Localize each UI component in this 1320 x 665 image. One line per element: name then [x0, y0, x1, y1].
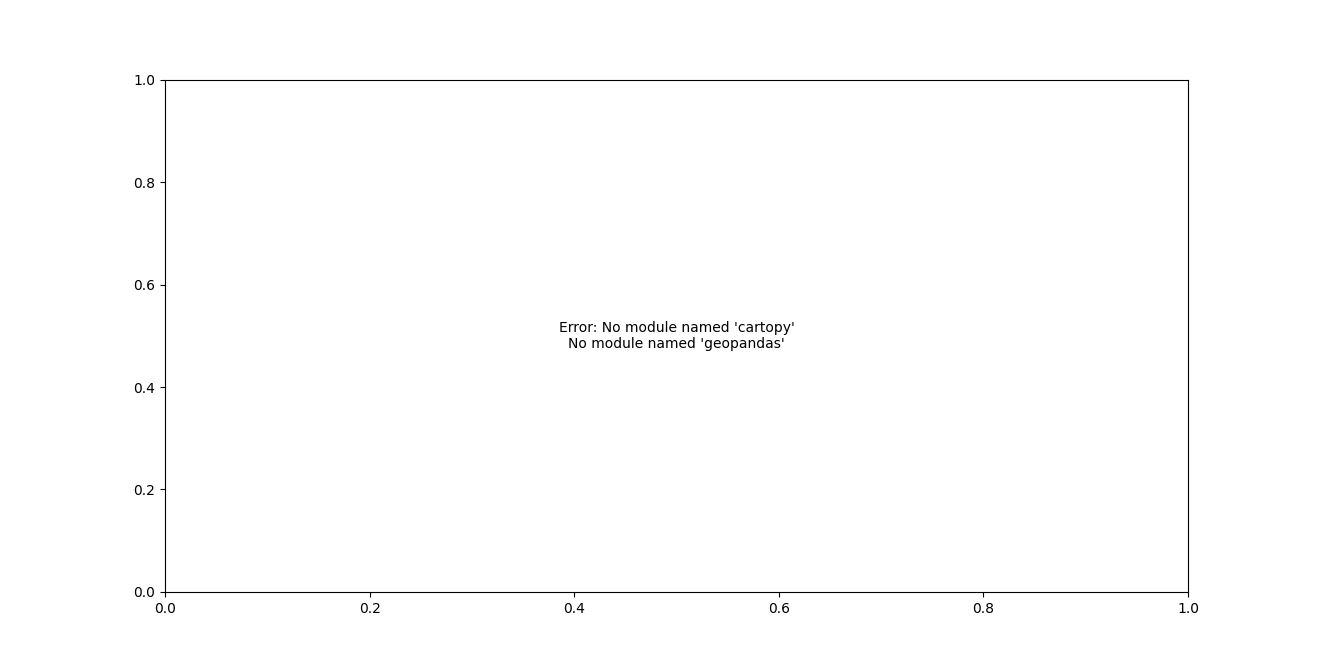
Text: Error: No module named 'cartopy'
No module named 'geopandas': Error: No module named 'cartopy' No modu… [558, 321, 795, 351]
